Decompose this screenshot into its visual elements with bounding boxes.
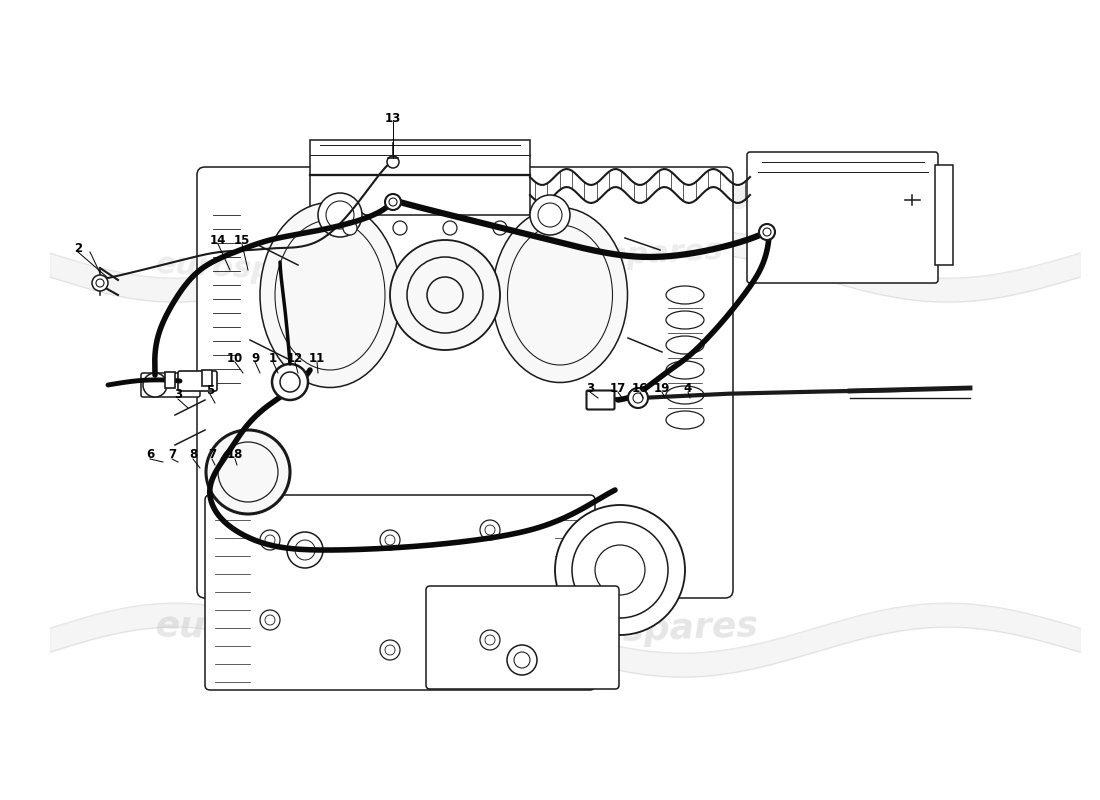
Circle shape [390,240,501,350]
Text: 2: 2 [74,242,82,254]
Text: 3: 3 [586,382,594,394]
Bar [935,165,953,265]
Text: 13: 13 [385,111,402,125]
Circle shape [759,224,775,240]
Text: 6: 6 [146,449,154,462]
Text: 8: 8 [189,449,197,462]
Circle shape [92,275,108,291]
Circle shape [387,156,399,168]
Text: 12: 12 [287,351,304,365]
FancyBboxPatch shape [141,373,200,397]
Circle shape [507,645,537,675]
Bar [310,140,530,215]
Text: 7: 7 [168,449,176,462]
Circle shape [628,388,648,408]
Text: 16: 16 [631,382,648,394]
Text: 17: 17 [609,382,626,394]
Text: 18: 18 [227,449,243,462]
Circle shape [556,505,685,635]
Circle shape [530,195,570,235]
FancyBboxPatch shape [586,390,615,410]
Text: eurospares: eurospares [155,609,385,651]
Text: 1: 1 [268,351,277,365]
Text: 11: 11 [309,351,326,365]
Ellipse shape [493,207,627,382]
Bar [165,372,175,388]
Text: 3: 3 [174,389,183,402]
Text: 10: 10 [227,351,243,365]
Circle shape [443,221,456,235]
Text: eurospares: eurospares [530,235,724,274]
Ellipse shape [260,202,400,387]
FancyBboxPatch shape [747,152,938,283]
Circle shape [385,194,402,210]
Text: 4: 4 [684,382,692,394]
FancyBboxPatch shape [178,371,217,391]
Bar [202,370,212,386]
Text: eurospares: eurospares [155,250,349,290]
Text: 9: 9 [251,351,260,365]
Circle shape [343,221,358,235]
Circle shape [143,373,167,397]
Circle shape [272,364,308,400]
FancyBboxPatch shape [205,495,595,690]
Text: eurospares: eurospares [530,609,760,651]
Text: 5: 5 [206,383,214,397]
Circle shape [206,430,290,514]
FancyBboxPatch shape [426,586,619,689]
FancyBboxPatch shape [197,167,733,598]
Circle shape [393,221,407,235]
Circle shape [287,532,323,568]
Text: 14: 14 [210,234,227,246]
Circle shape [318,193,362,237]
Text: 7: 7 [208,449,216,462]
Text: 19: 19 [653,382,670,394]
Circle shape [493,221,507,235]
Text: 15: 15 [234,234,250,246]
